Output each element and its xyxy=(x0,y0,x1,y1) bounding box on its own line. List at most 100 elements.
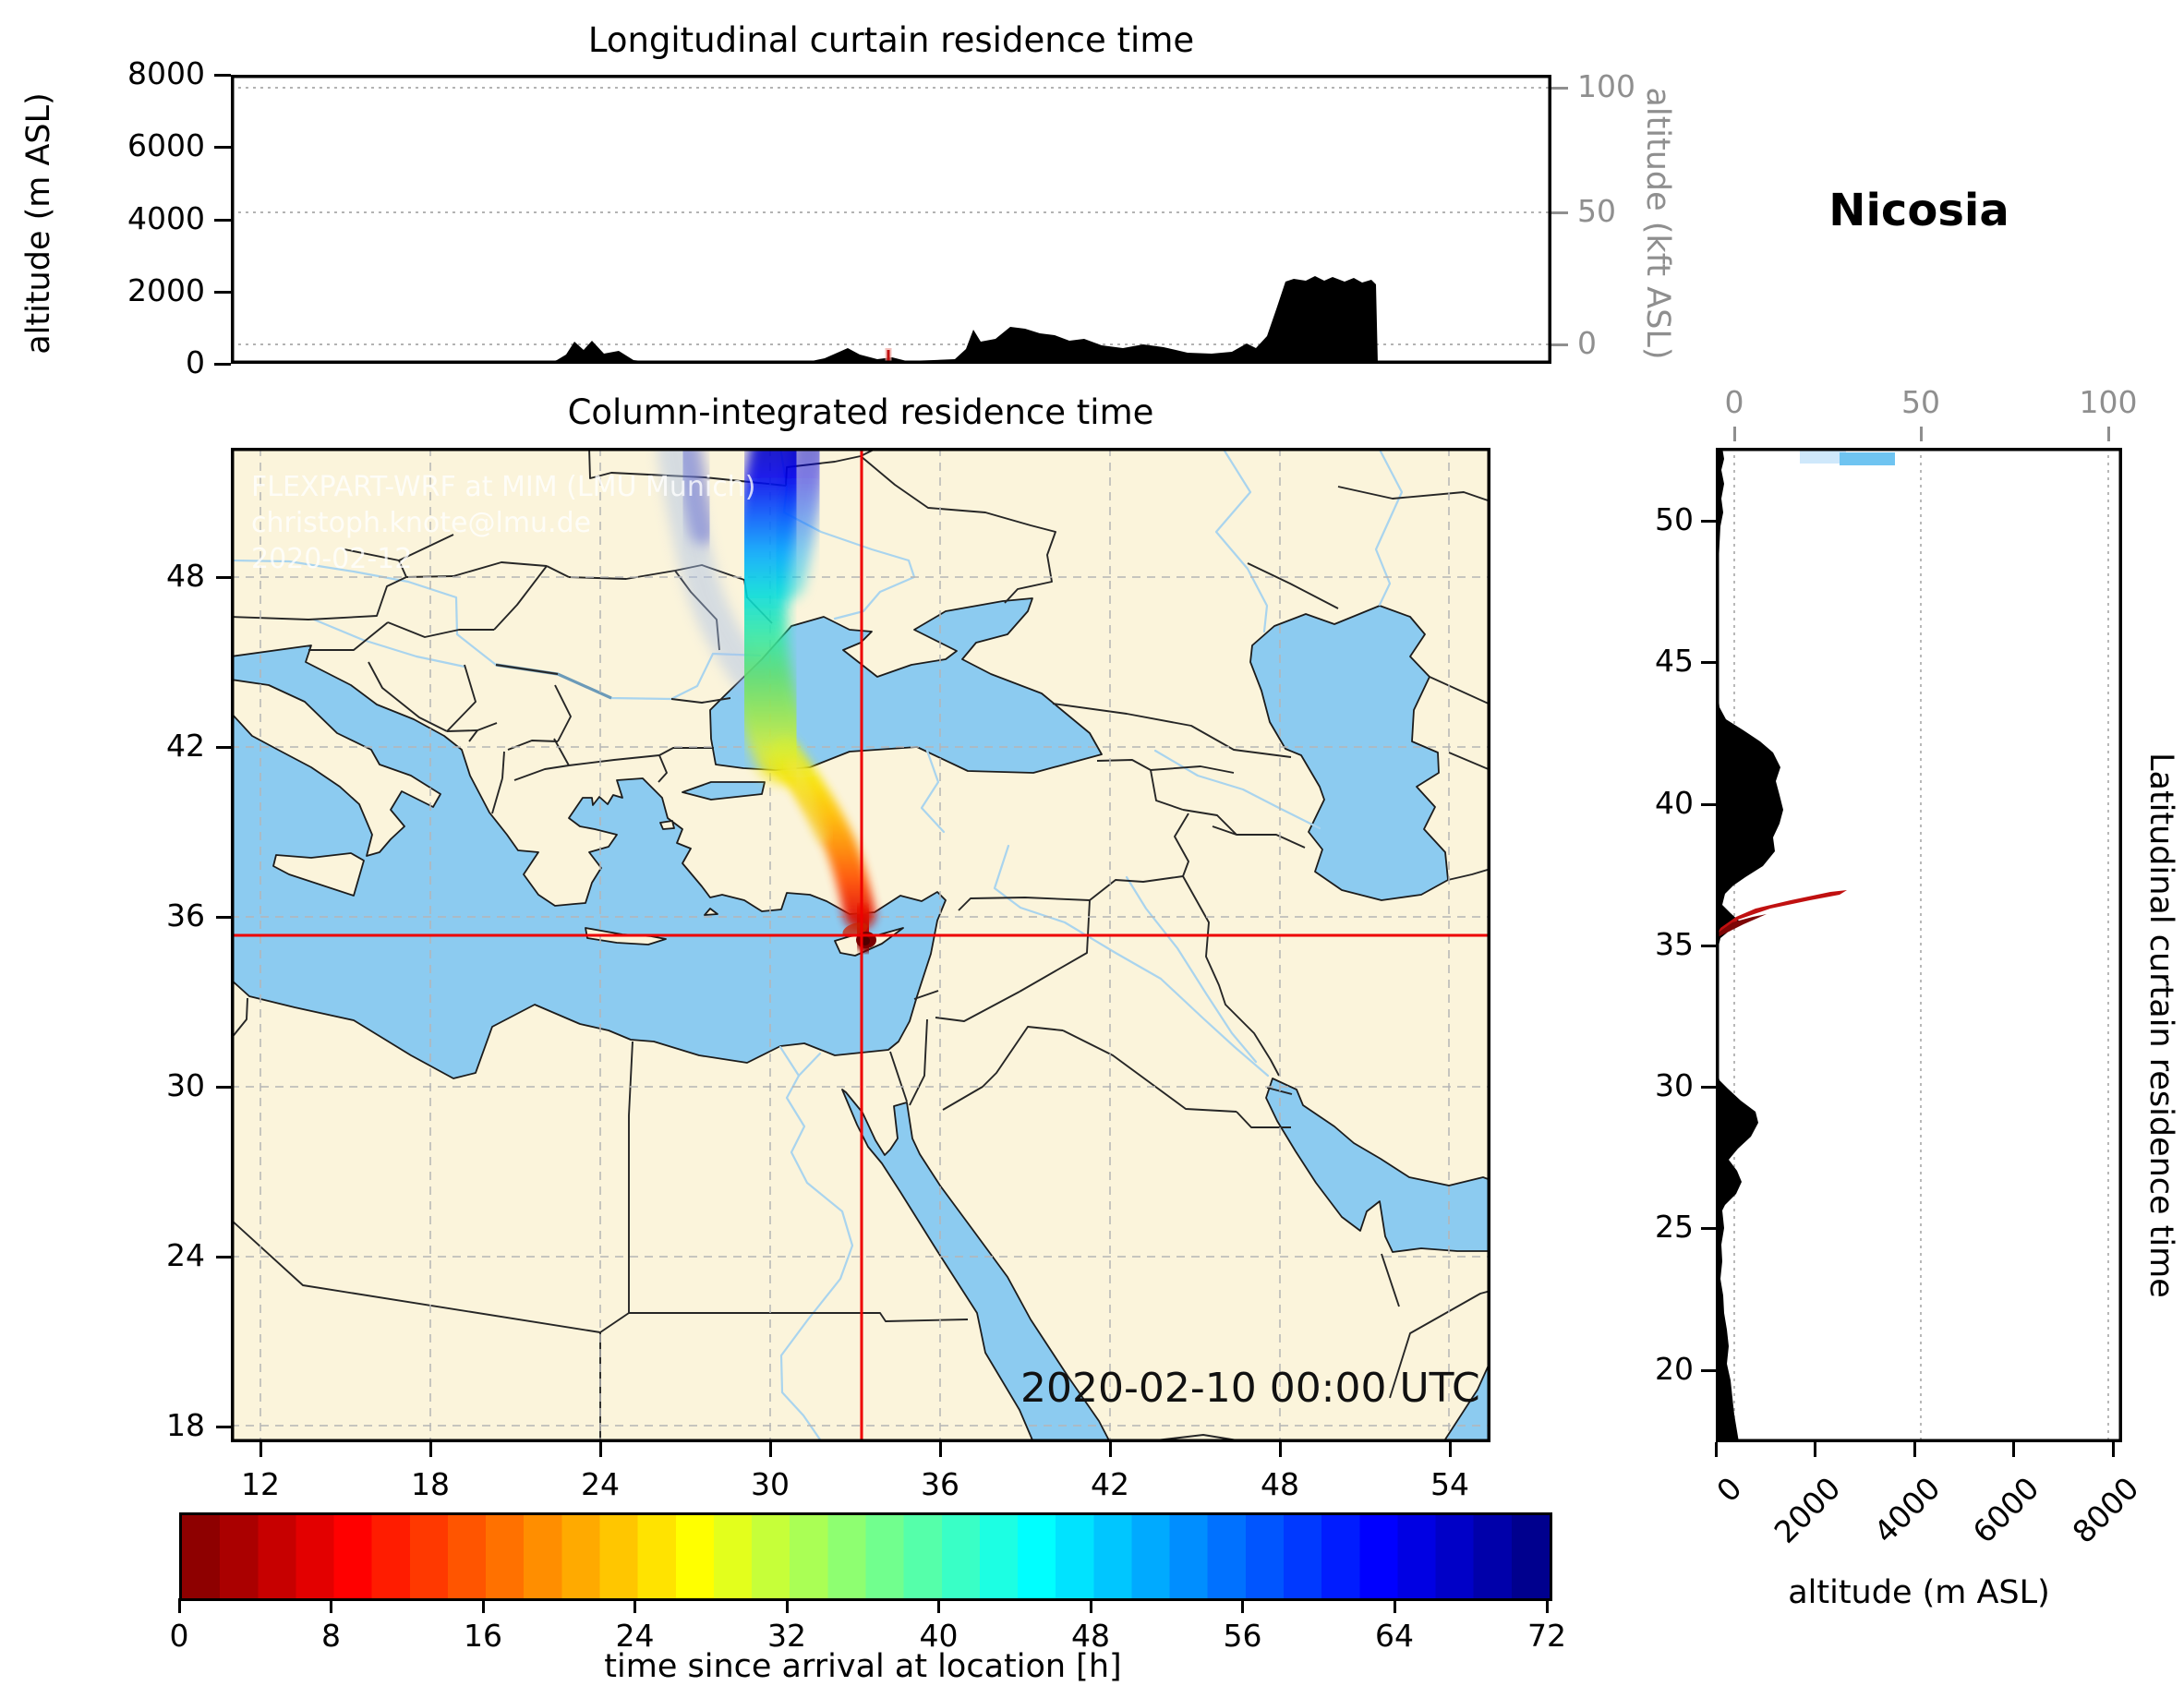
tick-label: 48 xyxy=(1071,1618,1110,1654)
tick-label: 0 xyxy=(186,344,205,380)
tick-mark xyxy=(1714,1442,1718,1457)
tick-label: 25 xyxy=(1655,1209,1694,1245)
plume-streak-red xyxy=(1716,890,1847,937)
kft-gridlines-right xyxy=(1733,448,2109,1442)
tick-label: 48 xyxy=(166,558,205,594)
tick-mark xyxy=(216,1085,231,1089)
tick-label: 50 xyxy=(1655,501,1694,537)
tick-mark xyxy=(633,1598,636,1613)
terrain-profile-longitudinal xyxy=(231,276,1378,364)
tick-mark xyxy=(1701,802,1716,806)
kft-gridlines xyxy=(231,87,1551,345)
tick-mark xyxy=(1919,427,1923,441)
station-title: Nicosia xyxy=(1828,185,2009,236)
map-panel xyxy=(231,448,1490,1442)
tick-mark xyxy=(1545,1598,1549,1613)
sea-polygons xyxy=(231,597,1490,1442)
tick-mark xyxy=(1701,519,1716,523)
watermark-line2: christoph.knote@lmu.de xyxy=(251,507,592,539)
tick-label: 64 xyxy=(1375,1618,1414,1654)
tick-label: 18 xyxy=(166,1407,205,1443)
tick-label: 35 xyxy=(1655,926,1694,962)
tick-mark xyxy=(938,1442,942,1457)
tick-mark xyxy=(1732,427,1736,441)
tick-mark xyxy=(768,1442,772,1457)
colorbar xyxy=(179,1512,1552,1601)
tick-mark xyxy=(216,1255,231,1258)
tick-label: 0 xyxy=(1577,325,1597,361)
tick-mark xyxy=(1701,1368,1716,1372)
tick-mark xyxy=(216,745,231,749)
tick-label: 30 xyxy=(1655,1067,1694,1103)
right-curtain-panel xyxy=(1716,448,2122,1442)
tick-mark xyxy=(2111,1442,2115,1457)
islands xyxy=(231,679,904,957)
tick-mark xyxy=(216,575,231,579)
tick-mark xyxy=(1701,660,1716,664)
crosshair xyxy=(231,448,1490,1442)
tick-mark xyxy=(1701,944,1716,947)
tick-label: 36 xyxy=(921,1466,959,1502)
tick-mark xyxy=(1108,1442,1112,1457)
plume-main-upper-fan xyxy=(767,448,828,600)
tick-mark xyxy=(1813,1442,1816,1457)
colorbar-label: time since arrival at location [h] xyxy=(604,1648,1122,1685)
tick-label: 72 xyxy=(1527,1618,1566,1654)
tick-label: 30 xyxy=(751,1466,790,1502)
tick-mark xyxy=(216,1425,231,1428)
tick-label: 100 xyxy=(1577,68,1635,104)
rivers xyxy=(231,448,1404,1442)
tick-mark xyxy=(259,1442,262,1457)
tick-label: 8 xyxy=(321,1618,341,1654)
tick-mark xyxy=(481,1598,485,1613)
terrain-profile-latitudinal xyxy=(1716,448,1783,1442)
tick-label: 4000 xyxy=(127,200,205,236)
plume-patch-blue xyxy=(1840,452,1895,465)
tick-label: 24 xyxy=(166,1237,205,1273)
tick-label: 40 xyxy=(919,1618,959,1654)
tick-label: 18 xyxy=(411,1466,450,1502)
tick-label: 8000 xyxy=(2065,1470,2146,1550)
right-curtain-plot xyxy=(1716,448,2122,1442)
tick-label: 8000 xyxy=(127,55,205,91)
tick-mark xyxy=(330,1598,332,1613)
tick-label: 2000 xyxy=(127,272,205,308)
tick-label: 100 xyxy=(2079,384,2138,420)
plume-wisp xyxy=(787,759,829,843)
tick-mark xyxy=(1913,1442,1916,1457)
tick-mark xyxy=(1551,343,1568,346)
plume-main-upper xyxy=(725,448,815,783)
right-panel-frame xyxy=(1716,448,2122,1442)
tick-mark xyxy=(214,290,231,294)
tick-mark xyxy=(214,73,231,77)
tick-label: 42 xyxy=(166,728,205,764)
tick-label: 6000 xyxy=(127,127,205,163)
tick-label: 0 xyxy=(1724,384,1744,420)
tick-mark xyxy=(428,1442,432,1457)
tick-mark xyxy=(177,1598,181,1613)
tick-mark xyxy=(216,915,231,919)
tick-mark xyxy=(2106,427,2110,441)
tick-mark xyxy=(598,1442,602,1457)
top-panel-title: Longitudinal curtain residence time xyxy=(587,20,1195,60)
tick-label: 4000 xyxy=(1866,1470,1948,1550)
tick-label: 24 xyxy=(581,1466,620,1502)
tick-label: 12 xyxy=(241,1466,280,1502)
tick-label: 6000 xyxy=(1965,1470,2046,1550)
tick-label: 32 xyxy=(767,1618,806,1654)
plume-branch-west-top xyxy=(675,448,718,545)
top-curtain-panel xyxy=(231,75,1551,364)
watermark-line1: FLEXPART-WRF at MIM (LMU Munich) xyxy=(251,471,756,503)
tick-mark xyxy=(214,145,231,149)
tick-label: 0 xyxy=(1709,1470,1749,1510)
tick-label: 50 xyxy=(1577,193,1616,229)
tick-label: 2000 xyxy=(1767,1470,1848,1550)
tick-label: 56 xyxy=(1223,1618,1262,1654)
residence-time-map xyxy=(231,448,1490,1442)
tick-label: 50 xyxy=(1901,384,1940,420)
watermark-line3: 2020-02-12 xyxy=(251,543,413,575)
tick-label: 16 xyxy=(464,1618,502,1654)
tick-label: 0 xyxy=(169,1618,189,1654)
tick-mark xyxy=(1701,1085,1716,1089)
